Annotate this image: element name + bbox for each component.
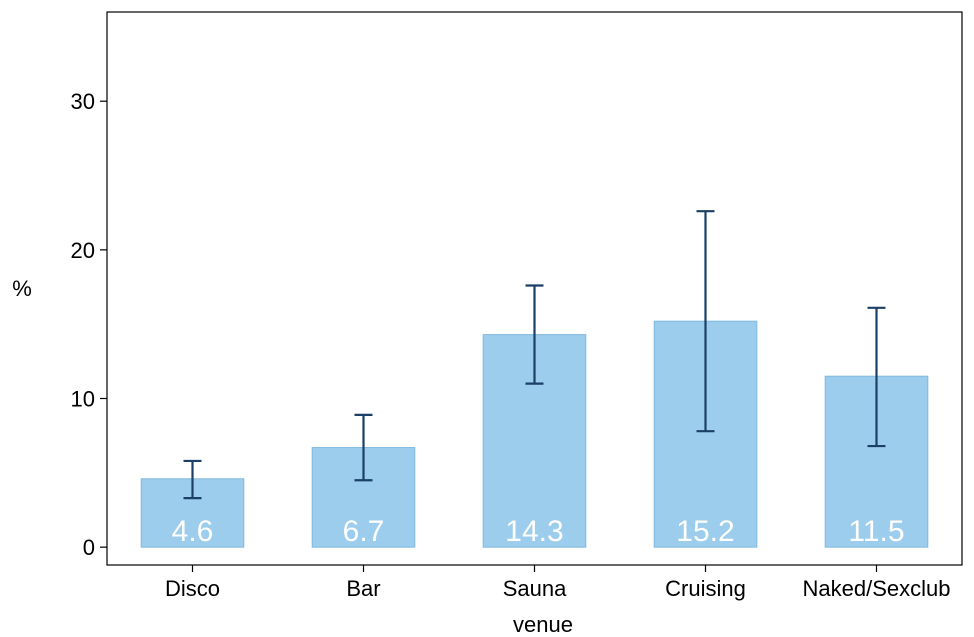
error-bar <box>696 210 715 433</box>
error-bars-group <box>183 210 886 500</box>
x-axis-ticks: Disco Bar Sauna Cruising Naked/Sexclub <box>165 565 951 601</box>
error-bar <box>525 284 544 385</box>
y-axis-ticks: 0 10 20 30 <box>71 89 107 560</box>
data-label: 4.6 <box>172 515 214 548</box>
data-label: 6.7 <box>343 515 385 548</box>
y-tick-label: 20 <box>71 238 95 263</box>
data-label: 15.2 <box>676 515 734 548</box>
data-labels-group: 4.6 6.7 14.3 15.2 11.5 <box>172 515 905 548</box>
data-label: 14.3 <box>505 515 563 548</box>
y-tick-label: 0 <box>83 535 95 560</box>
error-bar <box>183 459 202 500</box>
x-tick-label: Cruising <box>665 576 746 601</box>
data-label: 11.5 <box>848 515 904 548</box>
y-tick-label: 30 <box>71 89 95 114</box>
x-tick-label: Sauna <box>503 576 567 601</box>
bar-naked-sexclub <box>824 375 929 548</box>
x-axis-title: venue <box>513 612 573 637</box>
x-tick-label: Bar <box>346 576 380 601</box>
x-tick-label: Naked/Sexclub <box>803 576 951 601</box>
error-bar <box>867 306 886 448</box>
x-tick-label: Disco <box>165 576 220 601</box>
y-tick-label: 10 <box>71 387 95 412</box>
error-bar <box>354 413 373 482</box>
y-axis-title: % <box>12 276 32 301</box>
